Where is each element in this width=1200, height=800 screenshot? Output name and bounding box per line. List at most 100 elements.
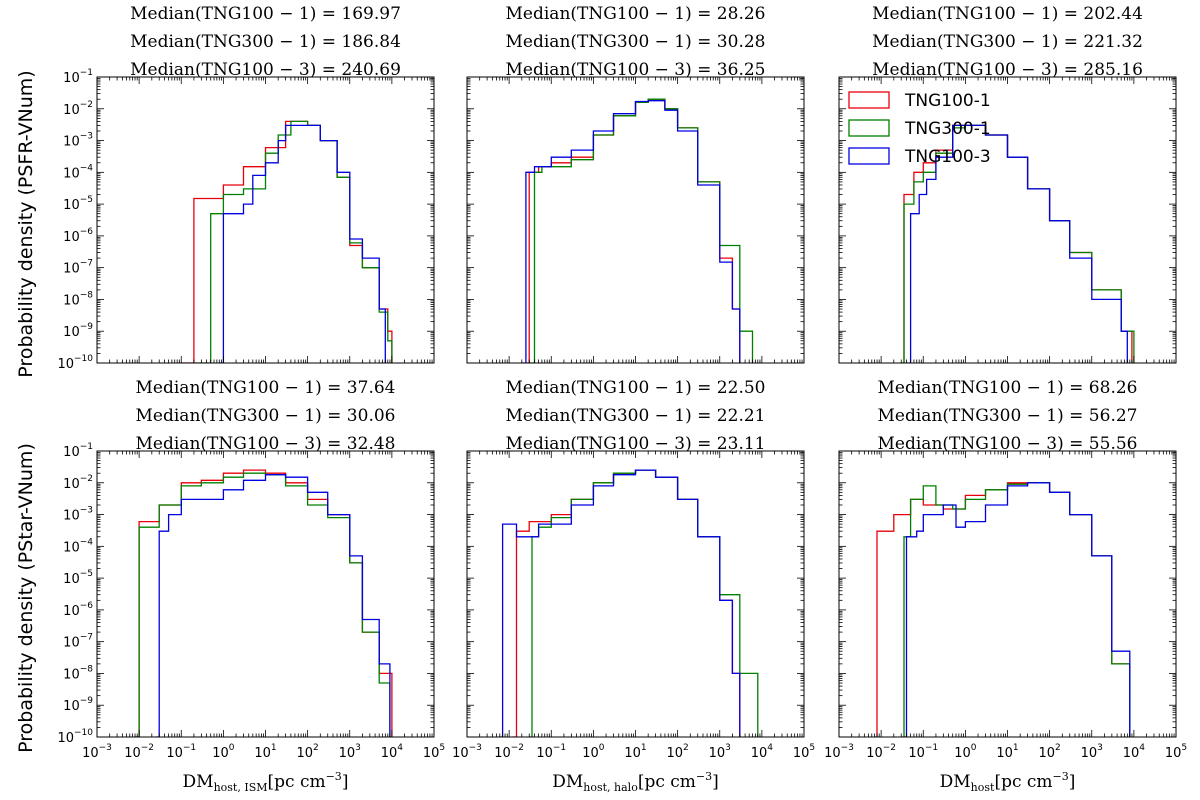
series-group — [874, 482, 1131, 737]
x-tick-label: 105 — [1165, 743, 1187, 761]
legend-swatch — [848, 91, 890, 109]
series-group — [521, 98, 754, 363]
x-axis-label: DMhost, halo[pc cm−3] — [552, 770, 719, 794]
series-TNG100-1 — [512, 469, 741, 737]
legend-swatch — [848, 119, 890, 137]
series-group — [135, 469, 393, 737]
median-label: Median(TNG100 − 3) = 285.16 — [872, 60, 1143, 80]
y-tick-label: 10−5 — [63, 569, 93, 587]
y-axis-label: Probability density (PStar-VNum) — [15, 443, 37, 753]
x-tick-label: 10−1 — [536, 743, 566, 761]
y-tick-label: 10−8 — [63, 664, 93, 682]
median-label: Median(TNG100 − 3) = 55.56 — [878, 434, 1138, 454]
y-axis-label: Probability density (PSFR-VNum) — [15, 70, 37, 377]
x-tick-label: 100 — [582, 743, 605, 761]
x-tick-label: 10−3 — [452, 743, 482, 761]
median-label: Median(TNG100 − 1) = 37.64 — [136, 378, 396, 398]
y-tick-label: 10−10 — [57, 728, 93, 746]
x-tick-label: 103 — [709, 743, 731, 761]
series-TNG100-3 — [904, 482, 1131, 737]
median-label: Median(TNG100 − 1) = 68.26 — [878, 378, 1138, 398]
legend-swatch — [848, 147, 890, 165]
series-TNG100-3 — [155, 474, 391, 737]
median-label: Median(TNG100 − 3) = 23.11 — [506, 434, 766, 454]
median-label: Median(TNG100 − 3) = 32.48 — [136, 434, 396, 454]
median-label: Median(TNG100 − 3) = 240.69 — [130, 60, 401, 80]
median-label: Median(TNG300 − 1) = 56.27 — [878, 406, 1138, 426]
y-tick-label: 10−5 — [63, 195, 93, 213]
axes-frame — [96, 450, 435, 738]
median-label: Median(TNG300 − 1) = 221.32 — [872, 32, 1143, 52]
x-tick-label: 100 — [212, 743, 235, 761]
x-tick-label: 105 — [423, 743, 445, 761]
y-tick-label: 10−4 — [63, 163, 93, 181]
series-TNG300-1 — [135, 472, 391, 737]
ticks — [838, 450, 1177, 738]
y-tick-label: 10−4 — [63, 537, 93, 555]
series-TNG100-1 — [525, 98, 741, 363]
series-group — [901, 124, 1135, 363]
y-tick-label: 10−1 — [63, 68, 93, 86]
legend: TNG100-1 TNG300-1 TNG100-3 — [848, 91, 991, 167]
panel-psfr-host: Median(TNG100 − 1) = 202.44 Median(TNG300… — [838, 4, 1177, 364]
series-TNG300-1 — [529, 469, 759, 737]
x-tick-label: 10−2 — [866, 743, 896, 761]
median-label: Median(TNG300 − 1) = 30.06 — [136, 406, 396, 426]
axes-frame — [466, 450, 805, 738]
x-tick-label: 103 — [339, 743, 361, 761]
panel-pstar-host: Median(TNG100 − 1) = 68.26 Median(TNG300 … — [824, 378, 1187, 794]
axes-frame — [466, 76, 805, 364]
x-tick-label: 102 — [1038, 743, 1060, 761]
legend-entry: TNG300-1 — [904, 119, 991, 139]
y-tick-label: 10−10 — [57, 354, 93, 372]
series-TNG100-1 — [135, 469, 393, 737]
x-tick-label: 10−3 — [824, 743, 854, 761]
x-tick-label: 10−2 — [494, 743, 524, 761]
y-tick-label: 10−3 — [63, 506, 93, 524]
median-label: Median(TNG100 − 1) = 28.26 — [506, 4, 766, 24]
y-tick-label: 10−6 — [63, 227, 93, 245]
median-label: Median(TNG100 − 3) = 36.25 — [506, 60, 766, 80]
series-TNG100-3 — [219, 124, 386, 363]
ticks — [96, 450, 435, 738]
y-tick-label: 10−6 — [63, 601, 93, 619]
ticks — [466, 450, 805, 738]
y-tick-label: 10−7 — [63, 259, 93, 277]
x-tick-label: 10−3 — [82, 743, 112, 761]
x-tick-label: 10−2 — [124, 743, 154, 761]
x-tick-label: 10−1 — [166, 743, 196, 761]
series-group — [181, 120, 393, 363]
ticks — [838, 76, 1177, 364]
x-axis-label: DMhost, ISM[pc cm−3] — [183, 770, 349, 794]
median-label: Median(TNG300 − 1) = 22.21 — [506, 406, 766, 426]
x-axis-label: DMhost[pc cm−3] — [940, 770, 1076, 794]
series-TNG100-3 — [906, 124, 1128, 363]
median-label: Median(TNG100 − 1) = 22.50 — [506, 378, 766, 398]
y-tick-label: 10−8 — [63, 290, 93, 308]
legend-entry: TNG100-1 — [904, 91, 991, 111]
panel-psfr-ism: Median(TNG100 − 1) = 169.97 Median(TNG300… — [15, 4, 435, 378]
ticks — [96, 76, 435, 364]
panel-pstar-ism: Median(TNG100 − 1) = 37.64 Median(TNG300 … — [15, 378, 445, 794]
median-label: Median(TNG100 − 1) = 169.97 — [130, 4, 401, 24]
y-tick-label: 10−3 — [63, 132, 93, 150]
x-tick-label: 101 — [996, 743, 1018, 761]
y-tick-label: 10−2 — [63, 100, 93, 118]
median-label: Median(TNG300 − 1) = 186.84 — [130, 32, 401, 52]
panel-pstar-halo: Median(TNG100 − 1) = 22.50 Median(TNG300 … — [452, 378, 815, 794]
y-tick-label: 10−9 — [63, 696, 93, 714]
y-tick-label: 10−1 — [63, 442, 93, 460]
axes-frame — [96, 76, 435, 364]
x-tick-label: 102 — [666, 743, 688, 761]
x-tick-label: 101 — [254, 743, 276, 761]
x-tick-label: 104 — [381, 743, 404, 761]
series-TNG100-3 — [521, 100, 741, 363]
y-tick-label: 10−2 — [63, 474, 93, 492]
series-TNG300-1 — [901, 482, 1131, 737]
median-label: Median(TNG300 − 1) = 30.28 — [506, 32, 766, 52]
x-tick-label: 104 — [751, 743, 774, 761]
x-tick-label: 104 — [1123, 743, 1146, 761]
series-TNG100-1 — [181, 120, 393, 363]
legend-entry: TNG100-3 — [904, 147, 991, 167]
